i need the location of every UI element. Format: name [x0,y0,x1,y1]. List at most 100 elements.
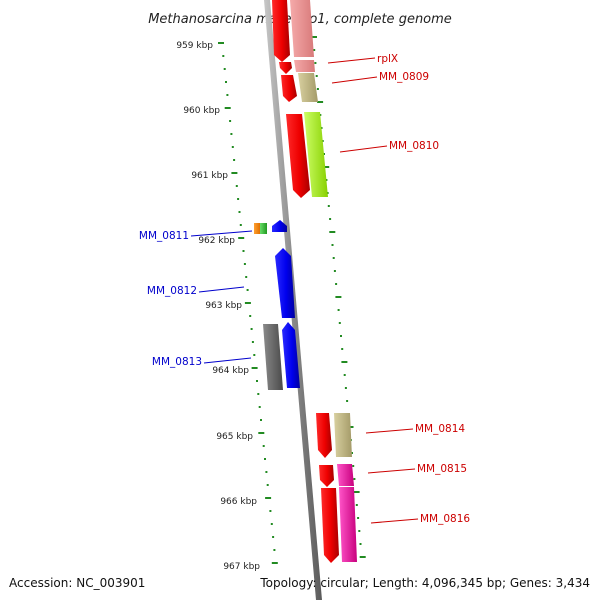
scale-tick [223,68,226,70]
scale-label-964: 964 kbp [212,366,249,376]
scale-tick [218,42,224,44]
gene-arrow[interactable] [275,248,295,318]
scale-tick [335,296,342,298]
scale-tick [335,283,338,285]
scale-label-961: 961 kbp [191,171,228,181]
gene-product-bar[interactable] [298,73,318,102]
scale-tick [265,471,268,473]
scale-tick [224,107,231,109]
scale-tick [229,120,232,122]
leader-rplX [327,57,376,64]
scale-label-960: 960 kbp [183,106,220,116]
scale-tick [269,510,272,512]
scale-tick [257,393,260,395]
scale-tick [316,88,319,90]
scale-tick [329,231,336,233]
scale-tick [265,497,272,499]
gene-labels: rplX MM_0809 MM_0810 MM_0811 MM_0812 MM_… [139,53,471,525]
genome-summary-text: Topology: circular; Length: 4,096,345 bp… [259,576,590,590]
scale-tick [238,237,245,239]
scale-tick [258,432,265,434]
scale-tick [230,133,233,135]
gene-product-bar[interactable] [263,324,283,390]
scale-tick [245,276,248,278]
scale-tick [338,322,341,324]
scale-tick [250,328,253,330]
scale-tick [358,530,361,532]
scale-label-967: 967 kbp [223,562,260,572]
scale-tick [311,36,317,38]
gene-product-bar[interactable] [337,464,354,486]
scale-ticks-left [218,42,278,564]
gene-product-bar[interactable] [339,487,357,562]
scale-tick [329,218,332,220]
scale-tick [355,504,358,506]
gene-label-MM_0816[interactable]: MM_0816 [420,513,470,525]
scale-tick [233,159,236,161]
gene-leader-lines [190,57,419,524]
scale-tick [244,302,251,304]
scale-tick [242,250,245,252]
leader-MM_0813 [203,357,252,364]
gene-arrow[interactable] [281,75,297,102]
scale-tick [357,517,360,519]
scale-tick [237,198,240,200]
scale-tick [258,406,261,408]
gene-arrow[interactable] [282,322,300,388]
gene-arrow[interactable] [279,62,292,74]
scale-tick [343,374,346,376]
scale-tick [323,166,330,168]
gene-arrow[interactable] [316,413,332,458]
scale-tick [344,387,347,389]
gene-label-rplX[interactable]: rplX [377,53,398,65]
scale-tick [341,361,348,363]
scale-labels: 959 kbp 960 kbp 961 kbp 962 kbp 963 kbp … [176,41,260,572]
scale-tick [327,205,330,207]
gene-product-bar[interactable] [334,413,352,457]
gene-product-bar[interactable] [294,60,315,72]
scale-label-962: 962 kbp [198,236,235,246]
scale-tick [253,354,256,356]
gene-arrow[interactable] [321,488,339,563]
scale-tick [337,309,340,311]
gene-arrow[interactable] [272,0,290,62]
scale-tick [317,101,324,103]
gene-product-bar[interactable] [254,223,260,234]
gene-label-MM_0811[interactable]: MM_0811 [139,230,189,242]
scale-tick [238,211,241,213]
scale-tick [314,62,317,64]
gene-arrow[interactable] [319,465,334,487]
gene-label-MM_0815[interactable]: MM_0815 [417,463,467,475]
scale-label-965: 965 kbp [216,432,253,442]
gene-arrow[interactable] [272,220,287,232]
scale-tick [319,114,322,116]
scale-tick [239,224,242,226]
gene-label-MM_0810[interactable]: MM_0810 [389,140,439,152]
gene-label-MM_0814[interactable]: MM_0814 [415,423,465,435]
leader-MM_0814 [365,428,414,434]
scale-tick [266,484,269,486]
gene-product-bar[interactable] [290,0,314,57]
scale-tick [231,146,234,148]
scale-tick [251,341,254,343]
scale-tick [340,335,342,337]
scale-tick [353,478,356,480]
gene-features [254,0,357,563]
gene-product-bar[interactable] [260,223,267,234]
scale-tick [331,244,334,246]
gene-label-MM_0813[interactable]: MM_0813 [152,356,202,368]
scale-tick [332,257,335,259]
scale-tick [333,270,336,272]
accession-text: Accession: NC_003901 [9,576,145,590]
gene-label-MM_0812[interactable]: MM_0812 [147,285,197,297]
leader-MM_0810 [339,145,388,153]
gene-arrow[interactable] [286,114,310,198]
scale-tick [353,491,360,493]
scale-tick [225,81,227,83]
gene-product-bar[interactable] [304,112,328,197]
scale-tick [262,445,265,447]
leader-MM_0812 [198,286,245,293]
gene-label-MM_0809[interactable]: MM_0809 [379,71,429,83]
scale-tick [246,289,249,291]
